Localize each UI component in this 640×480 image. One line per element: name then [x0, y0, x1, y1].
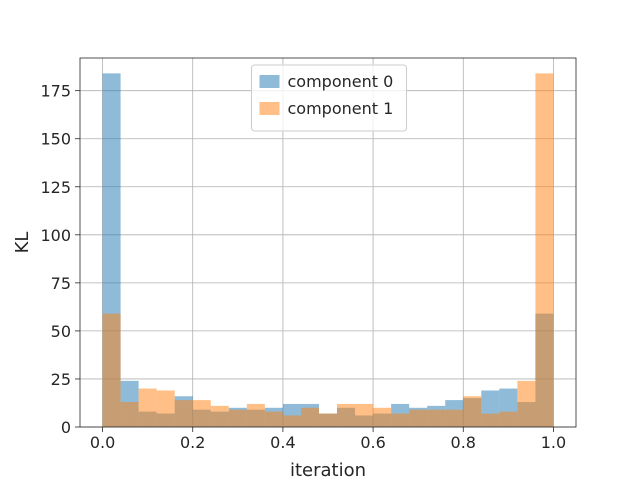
axis-ticks: 0.0 0.2 0.4 0.6 0.8 1.0 0 25 50 75 100 125 150 175 [40, 82, 566, 452]
bar [300, 407, 319, 427]
bar [463, 396, 482, 427]
bar [445, 409, 464, 427]
bar [535, 73, 554, 427]
y-axis-title: KL [12, 232, 33, 254]
x-tick-label: 0.2 [180, 433, 205, 452]
bar [499, 411, 518, 427]
y-tick-label: 150 [40, 130, 71, 149]
series-1 [102, 73, 554, 427]
bar [391, 413, 410, 427]
bar [138, 388, 157, 427]
bar [427, 409, 446, 427]
bar [246, 403, 265, 427]
x-tick-label: 0.0 [90, 433, 115, 452]
plot-frame [79, 57, 577, 428]
y-tick-label: 50 [51, 322, 71, 341]
y-tick-label: 125 [40, 178, 71, 197]
bar [102, 313, 121, 427]
bar [409, 409, 428, 427]
bar [120, 402, 139, 427]
legend-box [251, 64, 407, 132]
legend-label: component 0 [288, 72, 394, 91]
bar [174, 400, 193, 427]
legend: component 0 component 1 [251, 64, 407, 132]
bar [282, 415, 301, 427]
x-tick-label: 0.8 [451, 433, 476, 452]
bar [373, 407, 392, 427]
x-tick-label: 0.4 [270, 433, 295, 452]
x-axis-title: iteration [290, 460, 366, 480]
bar [264, 411, 283, 427]
x-tick-label: 0.6 [360, 433, 385, 452]
y-tick-label: 25 [51, 370, 71, 389]
y-tick-label: 0 [61, 418, 71, 437]
bar [318, 413, 338, 427]
bar [210, 405, 229, 427]
bar [337, 403, 356, 427]
bar [517, 380, 536, 427]
bar [192, 400, 211, 427]
bar [481, 413, 500, 427]
y-tick-label: 175 [40, 82, 71, 101]
legend-label: component 1 [288, 99, 394, 118]
legend-swatch [259, 75, 280, 88]
x-tick-label: 1.0 [541, 433, 566, 452]
y-tick-label: 100 [40, 226, 71, 245]
y-tick-label: 75 [51, 274, 71, 293]
bar [355, 403, 374, 427]
bars [102, 73, 554, 427]
bar [228, 409, 247, 427]
legend-swatch [259, 102, 280, 115]
bar [156, 390, 175, 427]
